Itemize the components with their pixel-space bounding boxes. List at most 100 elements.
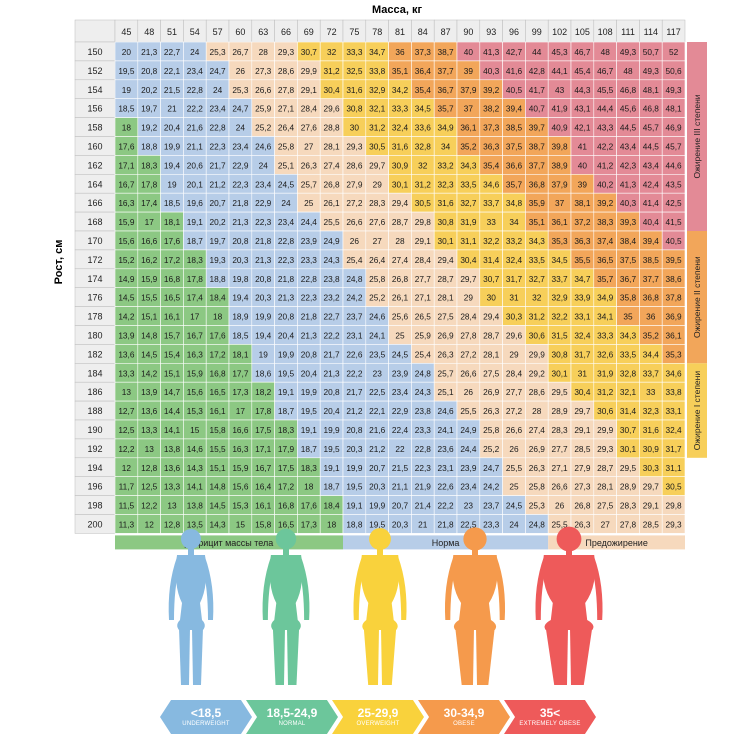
- bmi-value-label: 30,9: [643, 444, 660, 454]
- row-header-label: 200: [87, 520, 102, 530]
- bmi-value-label: 31,4: [483, 255, 500, 265]
- bmi-value-label: 27,7: [415, 274, 432, 284]
- bmi-value-label: 35: [623, 312, 633, 322]
- bmi-value-label: 36,3: [483, 142, 500, 152]
- bottom-category-label: Дефицит массы тела: [185, 538, 273, 548]
- bmi-legend-arrows: <18,5 UNDERWEIGHT 18,5-24,9 NORMAL 25-29,9 OV…: [160, 700, 596, 734]
- bmi-value-label: 29,5: [552, 387, 569, 397]
- bmi-value-label: 13,9: [141, 387, 158, 397]
- bmi-value-label: 31,6: [643, 425, 660, 435]
- bmi-value-label: 25,5: [552, 520, 569, 530]
- bmi-value-label: 16,7: [118, 179, 135, 189]
- bmi-value-label: 23,4: [187, 66, 204, 76]
- bmi-value-label: 15,6: [232, 482, 249, 492]
- bmi-value-label: 52: [669, 47, 679, 57]
- bmi-value-label: 22,6: [346, 349, 363, 359]
- side-category-band: [687, 231, 707, 364]
- bmi-value-label: 26: [236, 66, 246, 76]
- bmi-value-label: 31,7: [506, 274, 523, 284]
- silhouette-figure: [535, 526, 603, 685]
- bmi-value-label: 27,8: [620, 520, 637, 530]
- bmi-value-label: 39,4: [643, 236, 660, 246]
- bmi-value-label: 36,4: [415, 66, 432, 76]
- bmi-value-label: 24: [259, 160, 269, 170]
- bmi-value-label: 38,5: [643, 255, 660, 265]
- bmi-value-label: 21,3: [255, 255, 272, 265]
- bmi-value-label: 32: [418, 160, 428, 170]
- bmi-value-label: 27,6: [369, 217, 386, 227]
- bmi-value-label: 24,6: [369, 312, 386, 322]
- bmi-value-label: 23,9: [301, 236, 318, 246]
- bmi-value-label: 36: [395, 47, 405, 57]
- bmi-value-label: 21,2: [346, 406, 363, 416]
- row-header-label: 158: [87, 123, 102, 133]
- bmi-value-label: 21,8: [232, 198, 249, 208]
- bmi-value-label: 27,7: [552, 444, 569, 454]
- bmi-value-label: 21,2: [369, 444, 386, 454]
- bmi-value-label: 16,6: [232, 425, 249, 435]
- bmi-value-label: 20,8: [141, 66, 158, 76]
- bmi-value-label: 34,3: [460, 160, 477, 170]
- bmi-value-label: 20,4: [324, 406, 341, 416]
- bmi-value-label: 23,9: [392, 368, 409, 378]
- bmi-value-label: 27,3: [574, 482, 591, 492]
- col-header-label: 87: [441, 27, 451, 37]
- bmi-value-label: 24: [190, 47, 200, 57]
- bmi-value-label: 27,8: [460, 331, 477, 341]
- bmi-value-label: 19,4: [164, 160, 181, 170]
- row-header-label: 182: [87, 349, 102, 359]
- bmi-value-label: 21,3: [278, 293, 295, 303]
- row-header-label: 198: [87, 501, 102, 511]
- bmi-value-label: 39,2: [483, 85, 500, 95]
- bmi-value-label: 12,2: [141, 501, 158, 511]
- bmi-value-label: 19,9: [164, 142, 181, 152]
- bmi-value-label: 15,7: [164, 331, 181, 341]
- bmi-value-label: 19,2: [141, 123, 158, 133]
- bmi-value-label: 33,3: [597, 331, 614, 341]
- col-header-label: 99: [532, 27, 542, 37]
- bmi-value-label: 23,3: [415, 425, 432, 435]
- legend-caption: NORMAL: [278, 720, 306, 727]
- bmi-value-label: 21,1: [392, 482, 409, 492]
- bottom-category-label: Норма: [432, 538, 460, 548]
- bmi-value-label: 21,4: [415, 501, 432, 511]
- bmi-value-label: 30: [487, 293, 497, 303]
- side-category-label: Ожирение I степени: [692, 371, 702, 451]
- bmi-value-label: 22,8: [278, 236, 295, 246]
- row-header-label: 196: [87, 482, 102, 492]
- legend-caption: UNDERWEIGHT: [182, 720, 230, 727]
- bmi-value-label: 31,2: [415, 179, 432, 189]
- bmi-value-label: 20,3: [392, 520, 409, 530]
- silhouettes-row: [150, 525, 610, 690]
- side-category-label: Ожирение III степени: [692, 94, 702, 178]
- col-header-label: 48: [144, 27, 154, 37]
- col-header-label: 111: [621, 27, 635, 37]
- bmi-value-label: 30,4: [574, 387, 591, 397]
- bmi-value-label: 25,8: [529, 482, 546, 492]
- row-header-label: 186: [87, 387, 102, 397]
- bmi-value-label: 23,4: [278, 217, 295, 227]
- bmi-value-label: 33: [487, 217, 497, 227]
- bmi-value-label: 32,1: [369, 104, 386, 114]
- bmi-value-label: 29,4: [438, 255, 455, 265]
- bmi-value-label: 32,2: [552, 312, 569, 322]
- bmi-value-label: 35,2: [460, 142, 477, 152]
- bmi-value-label: 37,3: [415, 47, 432, 57]
- bmi-value-label: 40,3: [620, 198, 637, 208]
- bmi-value-label: 33,7: [643, 368, 660, 378]
- bottom-category-label: Предожирение: [585, 538, 648, 548]
- bmi-value-label: 36,7: [438, 85, 455, 95]
- bmi-value-label: 19,5: [324, 444, 341, 454]
- bmi-value-label: 23,3: [483, 520, 500, 530]
- bmi-value-label: 23,4: [460, 482, 477, 492]
- bmi-value-label: 16,4: [255, 482, 272, 492]
- bmi-value-label: 13: [167, 501, 177, 511]
- bmi-value-label: 28: [259, 47, 269, 57]
- side-category-band: [687, 42, 707, 231]
- bmi-value-label: 32,4: [506, 255, 523, 265]
- bmi-value-label: 38,4: [620, 236, 637, 246]
- bmi-value-label: 32: [327, 47, 337, 57]
- bmi-value-label: 34: [509, 217, 519, 227]
- bmi-value-label: 15,5: [210, 444, 227, 454]
- bmi-value-label: 28,4: [415, 255, 432, 265]
